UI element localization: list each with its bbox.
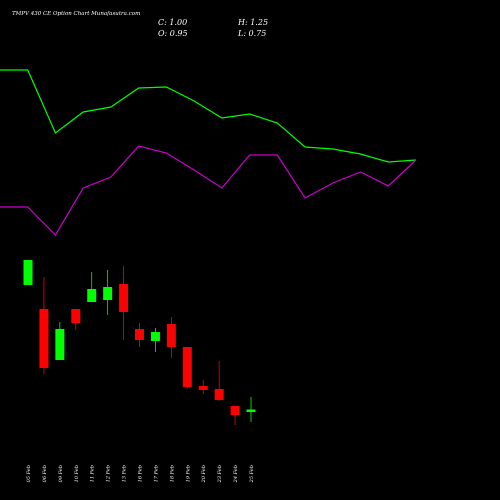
candle-body — [182, 347, 192, 387]
candle-body — [246, 409, 256, 412]
candle-body — [214, 389, 224, 400]
x-tick-label: 23 Feb — [217, 465, 223, 483]
x-tick-label: 05 Feb — [26, 465, 32, 482]
readout: O: 0.95 — [158, 29, 188, 38]
x-tick-label: 13 Feb — [122, 465, 128, 482]
indicator-line — [0, 145, 417, 236]
candle-body — [119, 284, 129, 312]
x-tick-label: 06 Feb — [42, 465, 48, 482]
readout: H: 1.25 — [237, 18, 268, 27]
x-tick-label: 09 Feb — [58, 465, 64, 482]
x-tick-label: 12 Feb — [106, 465, 112, 482]
x-tick-label: 16 Feb — [138, 465, 144, 482]
readout: L: 0.75 — [237, 29, 266, 38]
candle-body — [87, 289, 97, 302]
indicator-line — [0, 69, 417, 163]
candle-body — [23, 260, 33, 285]
candle-body — [135, 329, 145, 340]
candle-body — [150, 332, 160, 341]
x-tick-label: 25 Feb — [249, 465, 255, 483]
chart-title: TMPV 430 CE Option Chart Munafasutra.com — [12, 11, 140, 17]
x-tick-label: 20 Feb — [201, 465, 207, 483]
candle-body — [71, 309, 81, 323]
candle-body — [230, 406, 240, 415]
readout: C: 1.00 — [158, 18, 187, 27]
x-tick-label: 24 Feb — [233, 465, 239, 483]
candle-body — [166, 324, 176, 347]
x-tick-label: 18 Feb — [169, 465, 175, 482]
x-tick-label: 11 Feb — [90, 465, 96, 482]
x-tick-label: 17 Feb — [153, 465, 159, 482]
x-tick-label: 10 Feb — [74, 465, 80, 482]
candle-body — [103, 287, 113, 300]
candle-body — [39, 309, 49, 368]
candle-body — [198, 386, 208, 390]
x-tick-label: 19 Feb — [185, 465, 191, 482]
candle-body — [55, 329, 65, 360]
